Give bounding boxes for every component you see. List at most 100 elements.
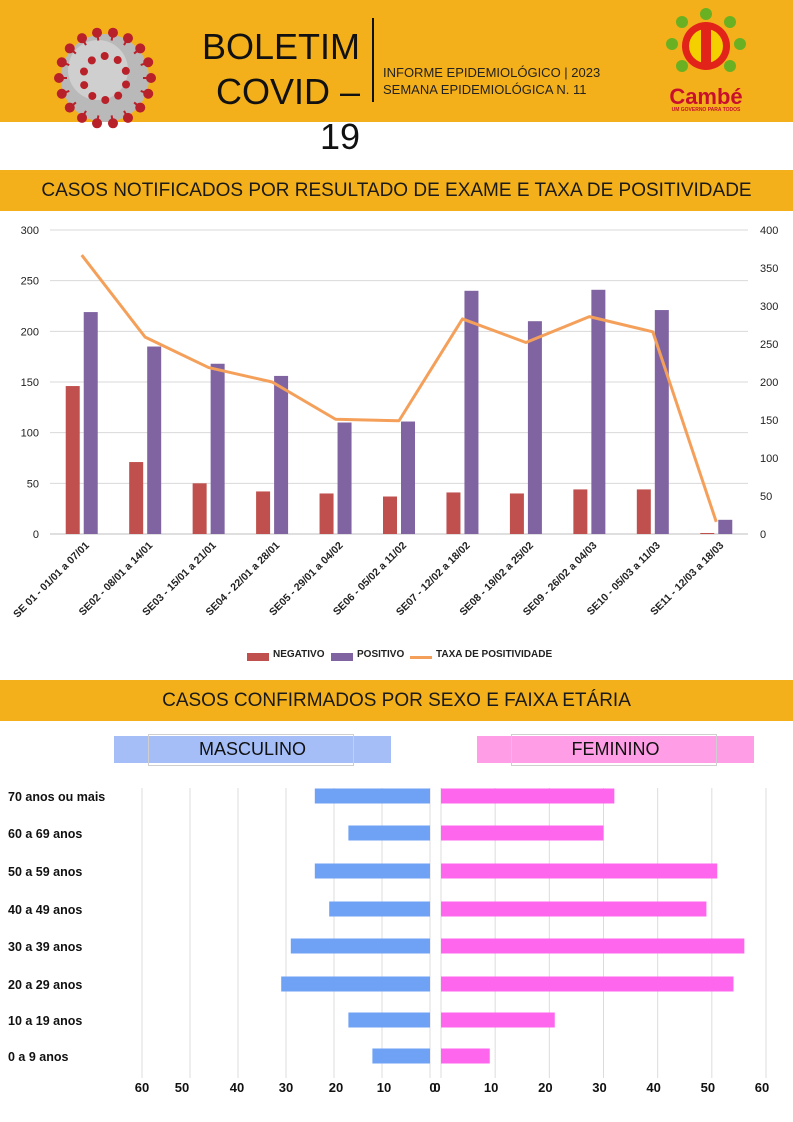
age-group-label: 40 a 49 anos bbox=[8, 903, 82, 917]
bar-negativo bbox=[700, 532, 715, 534]
x-tick-label-female: 60 bbox=[755, 1080, 769, 1095]
virus-spike-stem bbox=[81, 110, 87, 119]
female-header: FEMININO bbox=[477, 734, 754, 766]
x-tick-label-male: 30 bbox=[279, 1080, 293, 1095]
bar-positivo bbox=[147, 346, 162, 534]
virus-spike bbox=[113, 56, 122, 65]
virus-spike bbox=[100, 52, 109, 61]
virus-spike-stem bbox=[61, 61, 70, 66]
bar-feminino bbox=[441, 1048, 490, 1064]
virus-spike bbox=[101, 95, 110, 104]
bar-feminino bbox=[441, 938, 745, 954]
x-tick-label-female: 40 bbox=[646, 1080, 660, 1095]
bar-negativo bbox=[383, 496, 397, 534]
bar-feminino bbox=[441, 788, 615, 804]
legend-swatch-negativo bbox=[247, 653, 269, 661]
virus-spike-stem bbox=[133, 47, 141, 55]
virus-spike bbox=[88, 91, 97, 100]
y2-tick-label: 250 bbox=[760, 339, 778, 351]
x-tick-label-female: 10 bbox=[484, 1080, 498, 1095]
sex-age-pyramid-chart: 70 anos ou mais 60 a 69 anos 50 a 59 anos 4… bbox=[8, 788, 769, 1095]
page-subtitle: INFORME EPIDEMIOLÓGICO | 2023 SEMANA EPI… bbox=[383, 64, 600, 98]
bar-positivo bbox=[210, 363, 225, 534]
legend-swatch-taxa bbox=[410, 656, 432, 659]
bar-masculino bbox=[348, 1012, 430, 1028]
x-tick-label-male: 60 bbox=[135, 1080, 149, 1095]
male-header-label: MASCULINO bbox=[198, 739, 306, 759]
logo-tagline: UM GOVERNO PARA TODOS bbox=[671, 107, 741, 113]
y2-tick-label: 100 bbox=[760, 453, 778, 465]
x-tick-label-female: 50 bbox=[701, 1080, 715, 1095]
bar-positivo bbox=[718, 519, 733, 534]
bar-negativo bbox=[573, 489, 588, 534]
y-tick-label: 200 bbox=[21, 326, 39, 338]
bar-masculino bbox=[314, 788, 430, 804]
bar-feminino bbox=[441, 976, 734, 992]
x-tick-label-female: 0 bbox=[433, 1080, 440, 1095]
section-title-casos-confirmados: CASOS CONFIRMADOS POR SEXO E FAIXA ETÁRI… bbox=[0, 680, 793, 721]
bar-feminino bbox=[441, 863, 718, 879]
female-header-frame bbox=[511, 734, 717, 766]
bar-feminino bbox=[441, 825, 604, 841]
y2-tick-label: 50 bbox=[760, 491, 772, 503]
bar-positivo bbox=[591, 289, 606, 534]
virus-spike-stem bbox=[96, 115, 100, 124]
bar-positivo bbox=[274, 375, 289, 534]
title-line-2: COVID – 19 bbox=[215, 71, 360, 157]
virus-spike-stem bbox=[140, 61, 149, 66]
male-header-frame bbox=[148, 734, 354, 766]
bar-masculino bbox=[290, 938, 430, 954]
bar-positivo bbox=[401, 421, 415, 534]
virus-spike bbox=[80, 81, 89, 90]
notified-cases-chart: 0 50 100 150 200 250 300 0 50 100 150 200 250 300 350 4… bbox=[11, 225, 778, 620]
bar-negativo bbox=[129, 462, 144, 534]
x-tick-label-male: 10 bbox=[377, 1080, 391, 1095]
legend-label-taxa: TAXA DE POSITIVIDADE bbox=[436, 649, 553, 660]
virus-spike bbox=[121, 66, 130, 75]
age-group-label: 20 a 29 anos bbox=[8, 978, 82, 992]
x-tick-label-male: 0 bbox=[429, 1080, 436, 1095]
y2-tick-label: 150 bbox=[760, 415, 778, 427]
x-tick-label-female: 30 bbox=[592, 1080, 606, 1095]
bar-negativo bbox=[319, 493, 334, 534]
bar-feminino bbox=[441, 901, 707, 917]
bar-positivo bbox=[464, 290, 479, 534]
x-tick-label-male: 40 bbox=[230, 1080, 244, 1095]
virus-spike-stem bbox=[69, 101, 77, 109]
y-tick-label: 300 bbox=[21, 225, 39, 237]
subtitle-line-1: INFORME EPIDEMIOLÓGICO | 2023 bbox=[383, 65, 601, 80]
y2-tick-label: 400 bbox=[760, 225, 778, 237]
virus-spike bbox=[79, 67, 88, 76]
age-group-label: 10 a 19 anos bbox=[8, 1014, 82, 1028]
bar-negativo bbox=[65, 386, 80, 534]
y2-tick-label: 300 bbox=[760, 301, 778, 313]
legend-swatch-positivo bbox=[331, 653, 353, 661]
y-tick-label: 0 bbox=[33, 529, 39, 541]
age-group-label: 60 a 69 anos bbox=[8, 827, 82, 841]
virus-spike-stem bbox=[61, 90, 70, 95]
y-tick-label: 50 bbox=[27, 478, 39, 490]
virus-spike bbox=[87, 56, 96, 65]
bar-masculino bbox=[348, 825, 430, 841]
x-tick-label-male: 20 bbox=[329, 1080, 343, 1095]
bar-negativo bbox=[192, 483, 207, 534]
virus-spike-stem bbox=[81, 37, 87, 46]
cambe-logo-icon bbox=[666, 8, 746, 72]
y2-tick-label: 200 bbox=[760, 377, 778, 389]
virus-spike bbox=[122, 80, 131, 89]
virus-spike-stem bbox=[133, 101, 141, 109]
y2-tick-label: 350 bbox=[760, 263, 778, 275]
virus-spike-stem bbox=[110, 115, 114, 124]
bar-positivo bbox=[83, 312, 98, 534]
bar-feminino bbox=[441, 1012, 555, 1028]
age-group-label: 50 a 59 anos bbox=[8, 865, 82, 879]
subtitle-line-2: SEMANA EPIDEMIOLÓGICA N. 11 bbox=[383, 82, 587, 97]
bar-masculino bbox=[329, 901, 430, 917]
age-group-label: 0 a 9 anos bbox=[8, 1050, 68, 1064]
y-tick-label: 250 bbox=[21, 276, 39, 288]
bar-negativo bbox=[446, 492, 461, 534]
virus-spike-stem bbox=[140, 90, 149, 95]
bar-masculino bbox=[281, 976, 430, 992]
virus-spike-stem bbox=[96, 32, 100, 41]
bar-positivo bbox=[527, 321, 542, 534]
